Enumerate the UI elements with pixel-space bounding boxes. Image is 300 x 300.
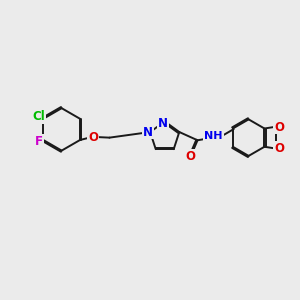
Text: NH: NH [204,131,223,141]
Text: N: N [158,117,168,130]
Text: Cl: Cl [32,110,45,123]
Text: O: O [274,121,284,134]
Text: O: O [88,130,98,143]
Text: O: O [274,142,284,155]
Text: O: O [186,150,196,163]
Text: F: F [35,135,43,148]
Text: N: N [143,125,153,139]
